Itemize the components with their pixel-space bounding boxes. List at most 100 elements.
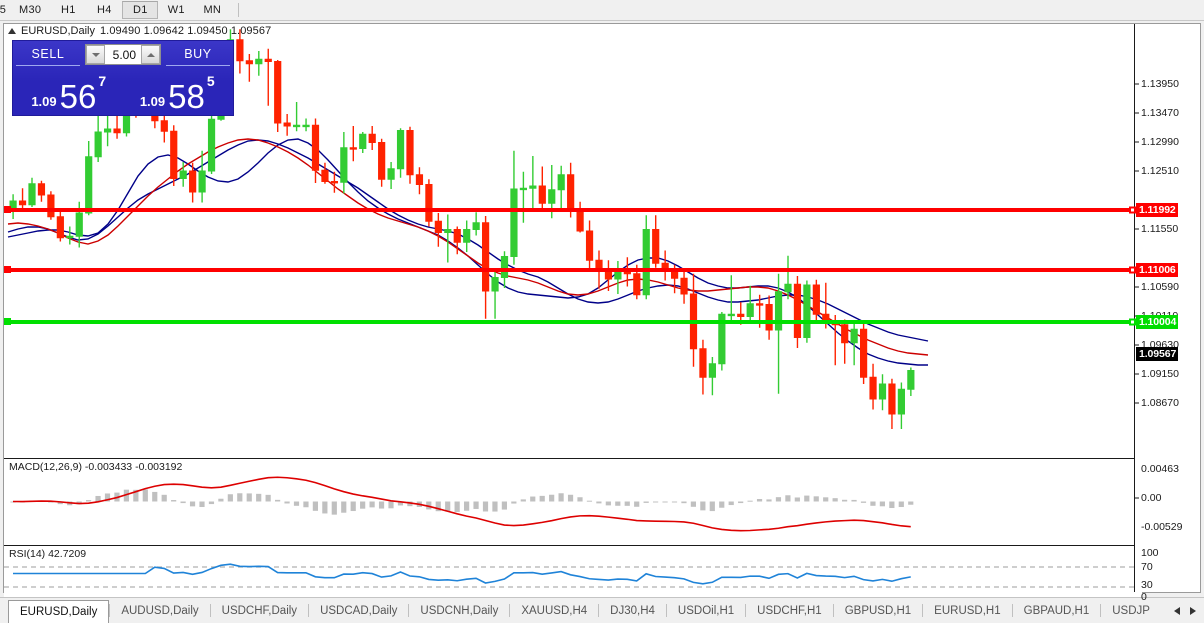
oct-top-row: SELL 5.00 BUY [13, 41, 233, 68]
macd-hist-bar [378, 501, 385, 509]
macd-hist-bar [95, 495, 101, 502]
candle-body [415, 174, 424, 185]
chart-tab-usdcnh-daily[interactable]: USDCNH,Daily [420, 604, 499, 617]
candle-body [576, 208, 584, 232]
scroll-left-icon[interactable] [1174, 606, 1180, 615]
price-tick [1135, 402, 1139, 404]
macd-hist-bar [549, 494, 555, 502]
macd-hist-bar [889, 501, 895, 509]
candle-body [283, 122, 291, 127]
candle-body [538, 185, 546, 204]
chart-tab-eurusd-daily[interactable]: EURUSD,Daily [8, 600, 110, 623]
price-badge-green[interactable]: 1.10004 [1136, 315, 1179, 329]
candle-body [869, 376, 877, 400]
chart-tab-eurusd-h1[interactable]: EURUSD,H1 [934, 604, 1001, 617]
macd-hist-bar [671, 501, 678, 503]
chart-tab-gbpaud-h1[interactable]: GBPAUD,H1 [1023, 604, 1090, 617]
candle-body [66, 235, 74, 239]
level-handle[interactable] [1129, 206, 1136, 214]
volume-increase-button[interactable] [141, 45, 160, 64]
price-badge-red[interactable]: 1.11006 [1136, 263, 1178, 277]
macd-histogram [10, 489, 914, 515]
price-tick-label: 1.12990 [1141, 136, 1179, 148]
chart-tab-usdchf-h1[interactable]: USDCHF,H1 [757, 604, 822, 617]
candle-body [557, 174, 565, 191]
macd-hist-bar [275, 499, 281, 502]
timeframe-w1[interactable]: W1 [167, 4, 185, 16]
macd-signal-line [12, 476, 911, 532]
sell-price-prefix: 1.09 [31, 94, 57, 109]
resistance-line-1[interactable] [4, 208, 1142, 212]
sell-price-main: 56 [59, 77, 97, 115]
chart-header: EURUSD,Daily 1.09490 1.09642 1.09450 1.0… [4, 24, 271, 38]
rsi-tick-label: 0 [1141, 591, 1147, 603]
buy-button[interactable]: BUY [166, 44, 230, 66]
chart-tab-usdjp[interactable]: USDJP [1112, 604, 1150, 617]
scroll-right-icon[interactable] [1190, 606, 1196, 615]
chart-tab-audusd-daily[interactable]: AUDUSD,Daily [121, 604, 199, 617]
buy-price[interactable]: 1.09 58 5 [125, 68, 231, 113]
chart-tab-gbpusd-h1[interactable]: GBPUSD,H1 [844, 604, 912, 617]
one-click-trading-panel[interactable]: SELL 5.00 BUY 1.09 56 7 1.09 [12, 40, 234, 116]
candle-body [434, 220, 442, 233]
timeframe-m5[interactable]: 5 [0, 4, 7, 16]
macd-hist-bar [350, 501, 356, 512]
sell-button[interactable]: SELL [16, 44, 80, 66]
chart-symbol-period: EURUSD,Daily [21, 25, 95, 37]
chart-tab-usdoil-h1[interactable]: USDOil,H1 [677, 604, 735, 617]
candle-body [160, 120, 168, 132]
candle-body [207, 118, 216, 172]
tab-separator [1011, 604, 1013, 617]
price-tick [1135, 141, 1139, 143]
chart-tab-usdchf-daily[interactable]: USDCHF,Daily [221, 604, 298, 617]
timeframe-h1[interactable]: H1 [60, 4, 76, 16]
rsi-label: RSI(14) 42.7209 [9, 548, 87, 560]
collapse-triangle-icon[interactable] [8, 28, 16, 34]
resistance-line-2[interactable] [4, 268, 1142, 272]
level-handle[interactable] [1129, 266, 1136, 274]
candle-body [812, 284, 820, 315]
price-tick [1135, 373, 1139, 375]
macd-hist-bar [189, 501, 196, 507]
rsi-pane[interactable]: RSI(14) 42.7209 [4, 545, 1142, 601]
price-pane[interactable]: SELL 5.00 BUY 1.09 56 7 1.09 [4, 24, 1142, 456]
candle-body [425, 184, 433, 222]
macd-hist-bar [256, 493, 262, 502]
macd-hist-bar [435, 501, 441, 512]
macd-hist-bar [851, 499, 857, 502]
candle-body [784, 283, 792, 293]
level-handle[interactable] [1129, 318, 1136, 326]
timeframe-h4[interactable]: H4 [96, 4, 112, 16]
macd-pane[interactable]: MACD(12,26,9) -0.003433 -0.003192 [4, 458, 1142, 544]
rsi-tick-label: 70 [1141, 561, 1153, 573]
price-badge-black[interactable]: 1.09567 [1136, 347, 1179, 361]
volume-input[interactable]: 5.00 [105, 45, 141, 64]
macd-hist-bar [756, 499, 763, 502]
chart-tab-usdcad-daily[interactable]: USDCAD,Daily [320, 604, 398, 617]
candle-body [28, 183, 36, 206]
chart-tab-dj30-h4[interactable]: DJ30,H4 [610, 604, 655, 617]
candle-body [907, 370, 915, 390]
price-scale[interactable]: 1.13950 1.13470 1.12990 1.12510 1.11550 1.105… [1129, 24, 1200, 603]
timeframe-d1[interactable]: D1 [122, 1, 159, 19]
candle-body [255, 58, 263, 65]
chart-tab-xauusd-h4[interactable]: XAUUSD,H4 [521, 604, 588, 617]
support-line-1[interactable] [4, 320, 1142, 324]
sell-price[interactable]: 1.09 56 7 [16, 68, 122, 115]
candle-body [727, 313, 735, 317]
chart-window: EURUSD,Daily 1.09490 1.09642 1.09450 1.0… [3, 23, 1201, 622]
price-badge-red[interactable]: 1.11992 [1136, 203, 1178, 217]
volume-decrease-button[interactable] [86, 45, 105, 64]
tab-separator [209, 604, 211, 617]
macd-hist-bar [577, 497, 583, 502]
macd-hist-bar [369, 501, 375, 508]
price-tick-label: 1.11550 [1141, 223, 1179, 235]
buy-price-prefix: 1.09 [139, 94, 166, 109]
ma-slow-2-line [7, 138, 928, 366]
candle-body [860, 328, 868, 378]
tab-separator [308, 604, 310, 617]
timeframe-mn[interactable]: MN [203, 4, 222, 16]
volume-stepper[interactable]: 5.00 [85, 44, 161, 65]
macd-hist-bar [738, 501, 744, 504]
timeframe-m30[interactable]: M30 [19, 4, 42, 16]
